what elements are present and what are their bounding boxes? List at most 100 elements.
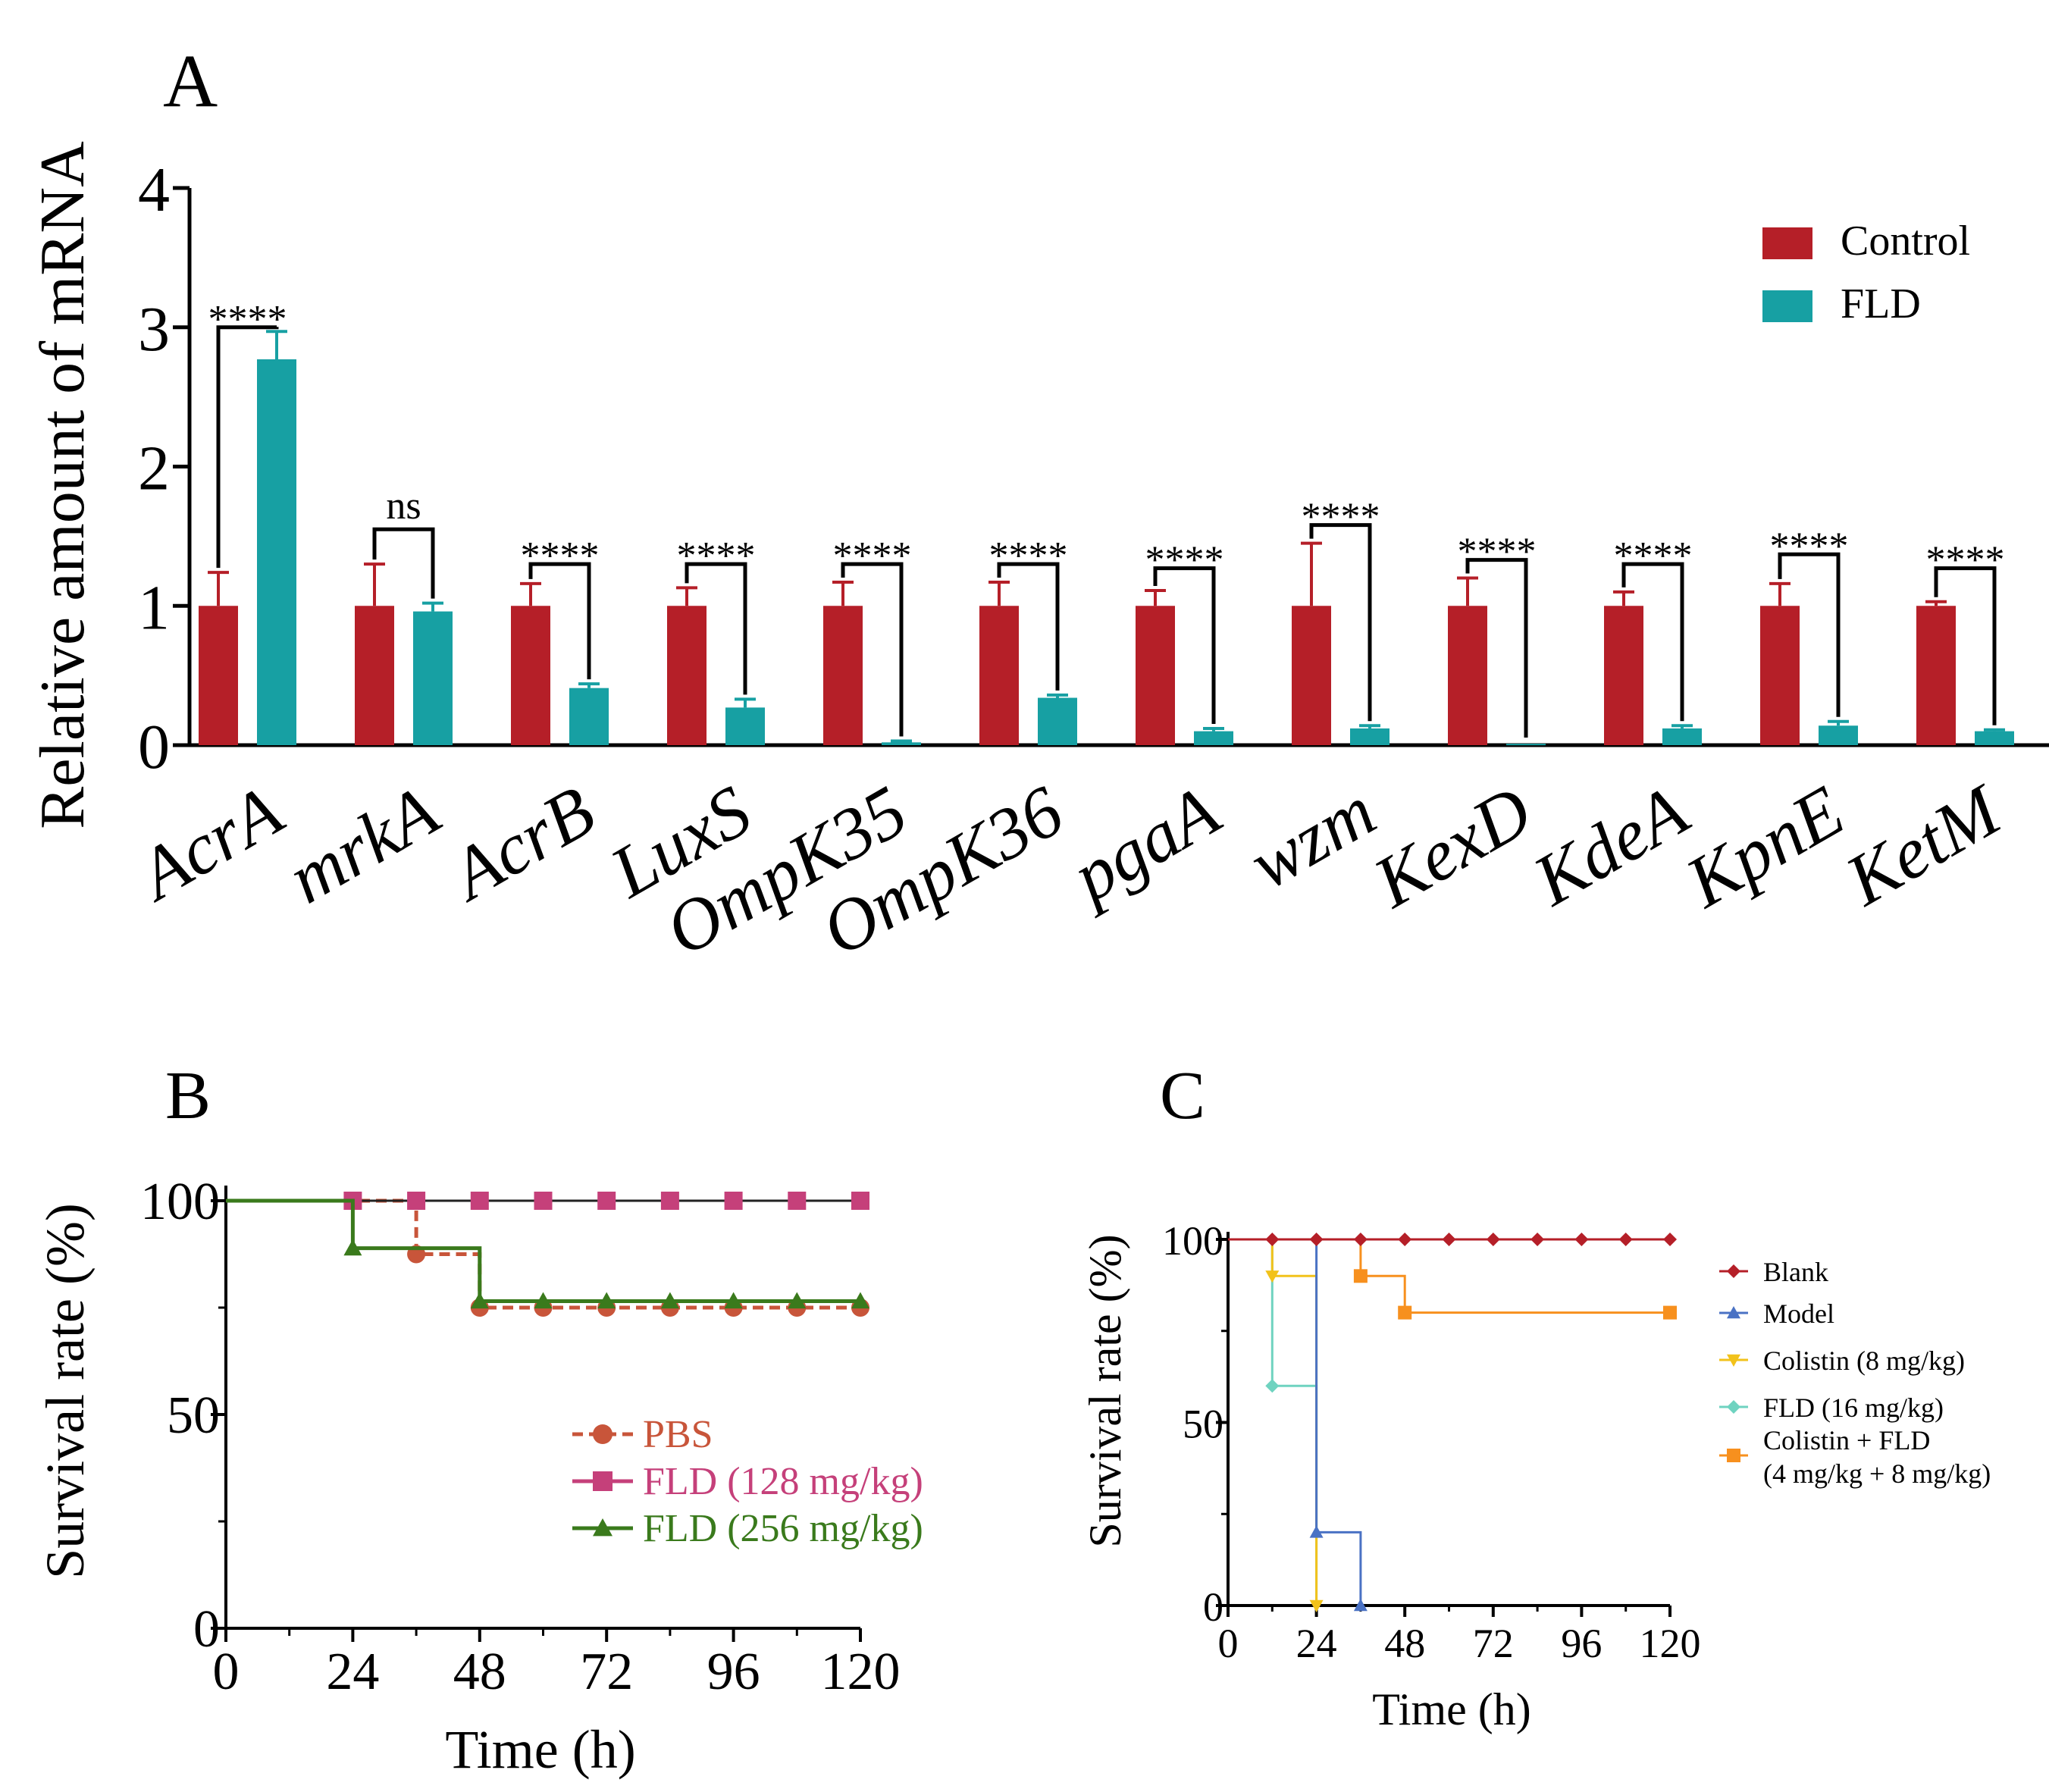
legend-colistin-marker [1727, 1354, 1740, 1367]
significance-label: **** [833, 534, 912, 578]
b-x-tick-label: 0 [213, 1643, 240, 1701]
significance-bracket [372, 527, 435, 599]
c-y-tick-label: 100 [1162, 1218, 1223, 1264]
legend-control-swatch [1762, 227, 1812, 259]
fld256-marker [851, 1292, 869, 1309]
legend-combo-label-2: (4 mg/kg + 8 mg/kg) [1763, 1458, 1991, 1489]
b-x-tick-label: 24 [326, 1643, 379, 1701]
fld256-marker [534, 1292, 553, 1309]
fld256-marker [788, 1292, 807, 1309]
control-bar [1448, 606, 1487, 745]
panel-b-label: B [165, 1058, 211, 1133]
a-y-tick-label: 3 [138, 294, 170, 365]
blank-marker [1486, 1233, 1500, 1246]
significance-label: **** [1458, 531, 1537, 574]
a-y-tick-label: 1 [138, 572, 170, 643]
legend-fld128-marker [593, 1471, 613, 1491]
significance-bracket [841, 562, 904, 737]
significance-label: ns [386, 484, 421, 528]
panel-c-chart: 0 50 100 0 24 48 72 96 120 Blank Model Colistin (8 … [1162, 1218, 1991, 1666]
blank-marker [1265, 1233, 1280, 1246]
control-bar [511, 606, 550, 745]
category-label: KexD [1359, 769, 1545, 923]
combo-marker [1398, 1305, 1412, 1320]
category-label: KetM [1831, 768, 2016, 922]
c-y-tick-label: 0 [1203, 1584, 1223, 1630]
control-bar [1136, 606, 1175, 745]
combo-marker [1663, 1305, 1677, 1320]
legend-fld16-marker [1727, 1400, 1740, 1414]
category-label: wzm [1236, 769, 1388, 904]
fld16-marker [1265, 1379, 1280, 1393]
pbs-line [226, 1198, 860, 1310]
significance-label: **** [989, 534, 1068, 578]
legend-fld-label: FLD [1841, 280, 1921, 327]
significance-label: **** [1145, 539, 1224, 582]
legend-blank-marker [1727, 1264, 1740, 1278]
legend-fld16-label: FLD (16 mg/kg) [1763, 1393, 1944, 1423]
c-x-tick-label: 120 [1640, 1621, 1701, 1666]
significance-bracket [1309, 523, 1372, 722]
b-y-tick-label: 50 [167, 1386, 220, 1445]
significance-label: **** [1614, 534, 1693, 578]
b-x-tick-label: 96 [707, 1643, 760, 1701]
legend-pbs-label: PBS [643, 1413, 713, 1456]
combo-marker [1353, 1269, 1368, 1283]
fld-bar [413, 611, 453, 745]
category-label: pgaA [1054, 769, 1232, 919]
control-bar [1604, 606, 1643, 745]
significance-bracket [1621, 562, 1684, 722]
control-bar [1292, 606, 1331, 745]
panel-b-ylabel: Survival rate (%) [35, 1203, 96, 1579]
a-y-tick-label: 0 [138, 712, 170, 782]
significance-bracket [685, 562, 747, 695]
blank-marker [1398, 1233, 1412, 1246]
control-bar [823, 606, 863, 745]
legend-colistin-label: Colistin (8 mg/kg) [1763, 1346, 1965, 1376]
fld16-line [1228, 1238, 1318, 1606]
model-line [1228, 1238, 1362, 1606]
b-x-tick-label: 72 [580, 1643, 633, 1701]
model-marker [1353, 1599, 1368, 1612]
significance-bracket [1934, 566, 1997, 725]
panel-a-legend: Control FLD [1762, 218, 1970, 327]
blank-marker [1574, 1233, 1589, 1246]
fld256-marker [470, 1292, 489, 1309]
fld-bar [1975, 731, 2014, 745]
blank-marker [1309, 1233, 1324, 1246]
category-label: AcrA [121, 769, 296, 916]
model-marker [1309, 1525, 1324, 1538]
legend-combo-label: Colistin + FLD [1763, 1425, 1930, 1455]
fld-bar [882, 742, 921, 745]
fld256-marker [660, 1292, 679, 1309]
fld-bar [1194, 731, 1233, 745]
panel-b-xlabel: Time (h) [445, 1719, 635, 1780]
fld128-marker [788, 1192, 807, 1210]
significance-label: **** [677, 534, 756, 578]
blank-marker [1442, 1233, 1456, 1246]
b-x-tick-label: 120 [821, 1643, 901, 1701]
panel-a-chart: 01234****AcrAnsmrkA****AcrB****LuxS****O… [121, 155, 2049, 971]
c-y-tick-label: 50 [1183, 1402, 1223, 1447]
legend-blank-label: Blank [1763, 1257, 1828, 1287]
fld128-marker [470, 1192, 489, 1210]
panel-c-ylabel: Survival rate (%) [1080, 1234, 1130, 1547]
significance-bracket [216, 325, 279, 569]
c-x-tick-label: 72 [1473, 1621, 1514, 1666]
panel-c-xlabel: Time (h) [1372, 1684, 1530, 1734]
blank-marker [1353, 1233, 1368, 1246]
legend-fld128-label: FLD (128 mg/kg) [643, 1460, 923, 1503]
fld256-marker [597, 1292, 616, 1309]
category-label: KpnE [1671, 769, 1857, 923]
significance-bracket [1153, 566, 1216, 724]
significance-bracket [1465, 558, 1528, 738]
significance-label: **** [1302, 496, 1380, 539]
c-x-tick-label: 48 [1384, 1621, 1425, 1666]
blank-marker [1530, 1233, 1545, 1246]
control-bar [979, 606, 1019, 745]
fld-bar [725, 707, 765, 745]
category-label: AcrB [434, 769, 608, 916]
c-x-tick-label: 0 [1218, 1621, 1239, 1666]
fld-bar [257, 359, 296, 745]
